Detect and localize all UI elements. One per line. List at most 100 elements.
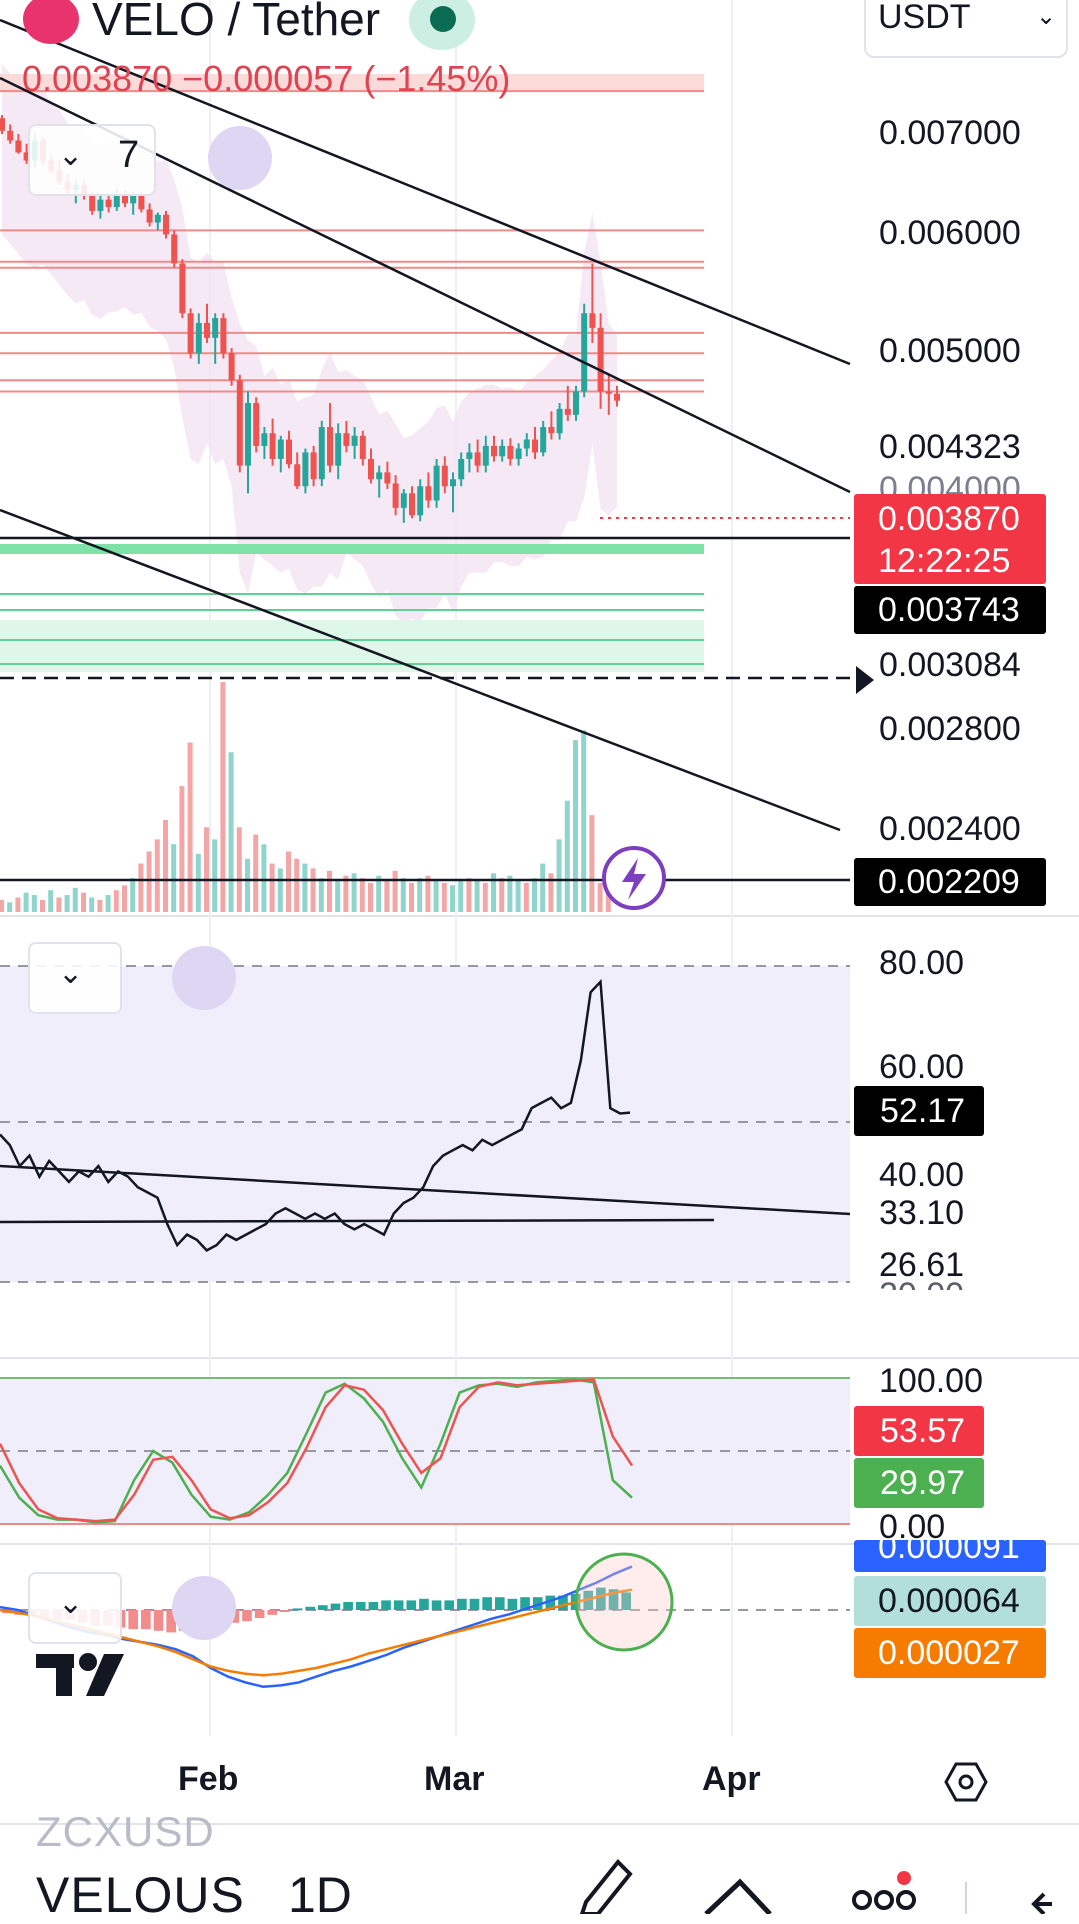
volume-bar xyxy=(48,890,54,912)
back-arrow-icon xyxy=(1031,1892,1052,1914)
macd-histogram-bar xyxy=(608,1589,619,1610)
stoch-line xyxy=(0,1378,634,1523)
macd-pane-toggle[interactable]: ⌄ xyxy=(28,1572,122,1644)
macd-histogram-bar xyxy=(153,1610,164,1631)
volume-bar xyxy=(187,742,193,912)
macd-histogram-bar xyxy=(128,1610,139,1630)
candle-body xyxy=(540,427,547,453)
candle-body xyxy=(146,209,153,223)
hexagon-settings-icon xyxy=(944,1762,988,1802)
rsi-trendline xyxy=(0,1164,851,1216)
volume-bar xyxy=(597,882,603,912)
previous-symbol[interactable]: ZCXUSD xyxy=(36,1808,215,1855)
macd-histogram-bar xyxy=(545,1595,556,1610)
volume-bar xyxy=(138,863,144,912)
volume-bar xyxy=(40,899,45,912)
pair-title[interactable]: VELO / Tether xyxy=(92,0,381,45)
macd-line-tag: 0.000091 xyxy=(854,1540,1046,1572)
macd-histogram-bar xyxy=(457,1598,467,1610)
macd-histogram-bar xyxy=(507,1598,518,1610)
candle-body xyxy=(105,199,112,208)
volume-bar xyxy=(359,878,365,912)
candle-body xyxy=(581,313,588,392)
x-axis-label: Apr xyxy=(702,1760,761,1798)
candle-body xyxy=(368,458,374,480)
volume-bar xyxy=(458,880,464,912)
candle-body xyxy=(228,353,235,381)
candle-body xyxy=(171,234,178,264)
candle-body xyxy=(310,452,317,480)
macd-histogram-bar xyxy=(419,1598,429,1610)
volume-bar xyxy=(130,878,136,912)
candle-body xyxy=(277,439,284,459)
volume-bar xyxy=(72,887,78,912)
sync-icon[interactable] xyxy=(172,946,236,1010)
candle-body xyxy=(392,483,399,508)
chevron-down-icon: ⌄ xyxy=(58,1587,84,1620)
volume-bar xyxy=(105,895,111,912)
volume-bar xyxy=(441,882,447,912)
tradingview-logo xyxy=(86,1654,124,1696)
volume-bar xyxy=(409,882,414,912)
volume-bar xyxy=(195,853,201,912)
sync-icon[interactable] xyxy=(208,126,272,190)
volume-bar xyxy=(400,878,406,912)
candle-body xyxy=(564,408,571,415)
bar-countdown: 12:22:25 xyxy=(878,542,1011,580)
volume-bar xyxy=(56,897,62,912)
chevron-down-icon: ⌄ xyxy=(58,957,84,990)
volume-bar xyxy=(523,882,529,912)
pencil-icon xyxy=(579,1859,633,1914)
sync-icon[interactable] xyxy=(172,1576,236,1640)
candle-body xyxy=(253,403,260,446)
candle-body xyxy=(458,458,465,480)
volume-bar xyxy=(113,890,119,912)
candle-body xyxy=(245,403,251,466)
volume-bar xyxy=(532,878,537,912)
candle-body xyxy=(532,439,538,453)
volume-bar xyxy=(335,880,341,912)
volume-bar xyxy=(97,899,103,912)
volume-bar xyxy=(286,851,291,912)
notification-dot xyxy=(897,1871,911,1885)
candle-body xyxy=(97,199,104,211)
candle-body xyxy=(359,435,366,459)
candle-body xyxy=(318,427,325,480)
candle-body xyxy=(425,486,432,501)
volume-bar xyxy=(540,863,546,912)
rsi-pane-toggle[interactable]: ⌄ xyxy=(28,942,122,1014)
macd-hist-tag: 0.000064 xyxy=(854,1576,1046,1626)
chevron-down-icon: ⌄ xyxy=(58,139,84,172)
candle-body xyxy=(597,327,604,392)
macd-histogram-bar xyxy=(368,1602,379,1610)
price-scale-label: 0.006000 xyxy=(879,214,1021,252)
last-price-tag: 0.003870 12:22:25 xyxy=(854,494,1046,584)
macd-histogram-bar xyxy=(482,1597,492,1610)
candle-body xyxy=(23,152,30,161)
more-dots-icon xyxy=(874,1890,894,1910)
volume-bar xyxy=(548,873,554,912)
highlight-circle xyxy=(574,1552,674,1652)
candle-body xyxy=(204,322,210,338)
rsi-band xyxy=(0,966,850,1282)
candle-body xyxy=(523,439,530,449)
candle-body xyxy=(269,433,276,459)
quote-currency-select[interactable]: USDT ⌄ xyxy=(864,0,1068,58)
candle-body xyxy=(15,140,22,153)
macd-histogram-bar xyxy=(444,1600,455,1610)
coin-logo-icon xyxy=(23,0,79,44)
rsi-scale-label: 20.00 xyxy=(879,1276,964,1290)
macd-histogram-bar xyxy=(558,1595,568,1610)
indicator-count: 7 xyxy=(118,134,140,176)
candle-body xyxy=(614,393,620,401)
volume-bar xyxy=(466,878,472,912)
candle-body xyxy=(351,435,358,446)
interval-button[interactable]: 1D xyxy=(288,1867,352,1923)
symbol-button[interactable]: VELOUS xyxy=(36,1867,245,1923)
volume-bar xyxy=(81,892,86,912)
trendline xyxy=(0,18,851,366)
rsi-scale-label: 26.61 xyxy=(879,1246,965,1284)
indicators-toggle[interactable]: ⌄ 7 xyxy=(28,124,156,196)
volume-bar xyxy=(269,863,275,912)
